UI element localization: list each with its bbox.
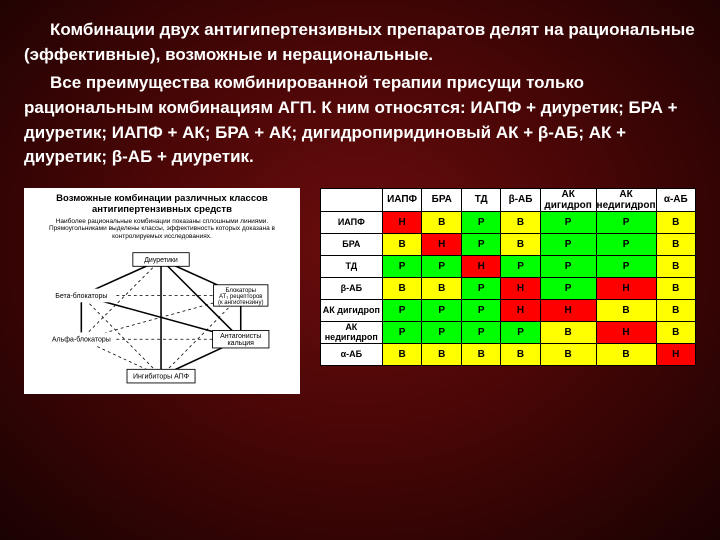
matrix-cell: В — [656, 277, 695, 299]
hex-node-ab: Альфа-блокаторы — [47, 332, 115, 346]
matrix-cell: Р — [501, 321, 540, 343]
matrix-cell: Р — [540, 255, 596, 277]
hexagon-diagram-panel: Возможные комбинации различных классов а… — [24, 188, 300, 394]
matrix-row-header: БРА — [320, 233, 382, 255]
matrix-col-header: БРА — [422, 188, 462, 211]
hexagon-svg: Диуретики БлокаторыАТ₁ рецепторов(к ангио… — [31, 242, 293, 390]
hex-node-label: Антагонисты — [220, 333, 261, 340]
matrix-cell: В — [501, 211, 540, 233]
figures-row: Возможные комбинации различных классов а… — [0, 174, 720, 394]
matrix-cell: В — [656, 321, 695, 343]
matrix-cell: Р — [422, 299, 462, 321]
matrix-row: АК дигидропРРРННВВ — [320, 299, 695, 321]
matrix-col-header: α-АБ — [656, 188, 695, 211]
matrix-cell: Р — [462, 299, 501, 321]
hex-title: Возможные комбинации различных классов а… — [30, 194, 294, 216]
hex-node-bra: БлокаторыАТ₁ рецепторов(к ангиотензину) — [213, 285, 267, 306]
body-text: Комбинации двух антигипертензивных препа… — [0, 0, 720, 170]
matrix-row-header: ТД — [320, 255, 382, 277]
matrix-cell: Н — [462, 255, 501, 277]
matrix-cell: Н — [596, 321, 656, 343]
matrix-cell: Р — [540, 277, 596, 299]
matrix-cell: В — [540, 343, 596, 365]
hex-node-label: (к ангиотензину) — [218, 300, 264, 306]
matrix-cell: В — [462, 343, 501, 365]
matrix-col-header: АК недигидроп — [596, 188, 656, 211]
matrix-cell: В — [656, 255, 695, 277]
hex-node-label: Ингибиторы АПФ — [133, 373, 189, 381]
matrix-col-header: β-АБ — [501, 188, 540, 211]
matrix-cell: Р — [596, 233, 656, 255]
matrix-row-header: АК дигидроп — [320, 299, 382, 321]
matrix-cell: В — [596, 343, 656, 365]
matrix-cell: В — [656, 233, 695, 255]
matrix-cell: Н — [656, 343, 695, 365]
matrix-cell: Р — [422, 321, 462, 343]
matrix-cell: В — [656, 211, 695, 233]
paragraph-2: Все преимущества комбинированной терапии… — [24, 71, 696, 170]
matrix-cell: В — [656, 299, 695, 321]
matrix-cell: В — [540, 321, 596, 343]
matrix-cell: Р — [462, 211, 501, 233]
matrix-cell: Р — [540, 233, 596, 255]
matrix-cell: Р — [596, 211, 656, 233]
matrix-row: ТДРРНРРРВ — [320, 255, 695, 277]
matrix-cell: Н — [501, 277, 540, 299]
hex-node-diur: Диуретики — [133, 253, 189, 267]
hex-node-label: кальция — [227, 340, 254, 347]
matrix-cell: Р — [382, 321, 422, 343]
matrix-cell: Р — [462, 277, 501, 299]
matrix-col-header: АК дигидроп — [540, 188, 596, 211]
matrix-corner — [320, 188, 382, 211]
compatibility-matrix: ИАПФБРАТДβ-АБАК дигидропАК недигидропα-А… — [320, 188, 696, 366]
matrix-cell: В — [422, 343, 462, 365]
matrix-cell: В — [596, 299, 656, 321]
matrix-cell: Р — [501, 255, 540, 277]
matrix-cell: Р — [382, 255, 422, 277]
matrix-cell: Н — [540, 299, 596, 321]
matrix-cell: Н — [501, 299, 540, 321]
matrix-cell: Р — [422, 255, 462, 277]
matrix-row-header: β-АБ — [320, 277, 382, 299]
matrix-cell: В — [501, 233, 540, 255]
matrix-cell: Н — [422, 233, 462, 255]
matrix-cell: Н — [382, 211, 422, 233]
matrix-row: ИАПФНВРВРРВ — [320, 211, 695, 233]
matrix-row: α-АБВВВВВВН — [320, 343, 695, 365]
matrix-row-header: α-АБ — [320, 343, 382, 365]
matrix-cell: Р — [462, 321, 501, 343]
hex-subtitle: Наиболее рациональные комбинации показан… — [30, 218, 294, 240]
matrix-col-header: ИАПФ — [382, 188, 422, 211]
matrix-col-header: ТД — [462, 188, 501, 211]
hex-node-label: Диуретики — [144, 257, 178, 264]
matrix-cell: Р — [596, 255, 656, 277]
matrix-row-header: АК недигидроп — [320, 321, 382, 343]
matrix-row: АК недигидропРРРРВНВ — [320, 321, 695, 343]
matrix-row-header: ИАПФ — [320, 211, 382, 233]
hex-node-ca: Антагонистыкальция — [212, 331, 268, 348]
matrix-cell: В — [382, 343, 422, 365]
hex-node-bb: Бета-блокаторы — [49, 289, 113, 303]
matrix-cell: В — [422, 277, 462, 299]
matrix-cell: Р — [462, 233, 501, 255]
paragraph-1: Комбинации двух антигипертензивных препа… — [24, 18, 696, 67]
matrix-cell: В — [382, 233, 422, 255]
matrix-cell: В — [382, 277, 422, 299]
matrix-cell: В — [422, 211, 462, 233]
matrix-cell: В — [501, 343, 540, 365]
matrix-row: β-АБВВРНРНВ — [320, 277, 695, 299]
hex-node-label: Альфа-блокаторы — [52, 336, 111, 344]
matrix-cell: Р — [382, 299, 422, 321]
matrix-cell: Н — [596, 277, 656, 299]
hex-node-label: Бета-блокаторы — [55, 292, 107, 300]
hex-node-iapf: Ингибиторы АПФ — [127, 369, 195, 383]
matrix-row: БРАВНРВРРВ — [320, 233, 695, 255]
matrix-cell: Р — [540, 211, 596, 233]
